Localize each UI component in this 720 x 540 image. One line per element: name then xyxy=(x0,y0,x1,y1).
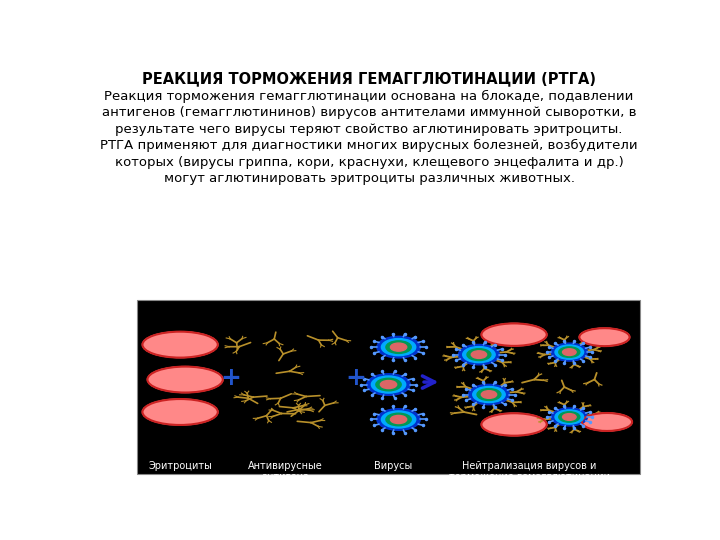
Bar xyxy=(138,300,639,474)
Text: Реакция торможения гемагглютинации основана на блокаде, подавлении
антигенов (ге: Реакция торможения гемагглютинации основ… xyxy=(100,90,638,185)
Text: РЕАКЦИЯ ТОРМОЖЕНИЯ ГЕМАГГЛЮТИНАЦИИ (РТГА): РЕАКЦИЯ ТОРМОЖЕНИЯ ГЕМАГГЛЮТИНАЦИИ (РТГА… xyxy=(142,71,596,86)
